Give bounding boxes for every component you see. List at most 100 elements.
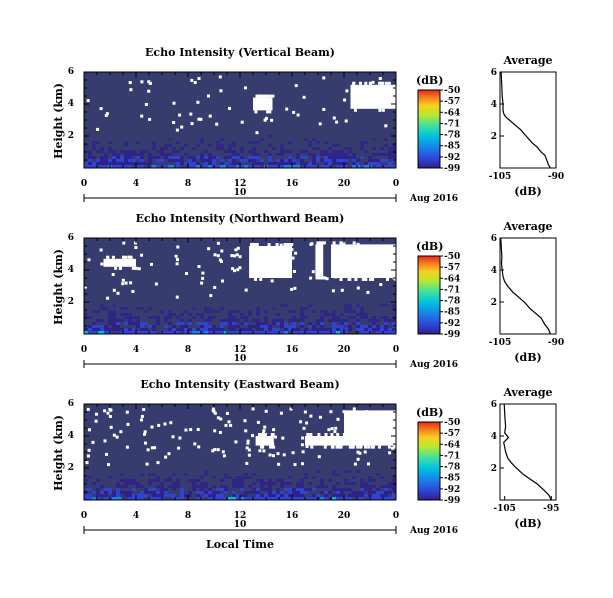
heatmap-cell xyxy=(120,473,124,476)
heatmap-cell xyxy=(96,497,100,500)
heatmap-cell xyxy=(340,494,344,497)
heatmap-cell xyxy=(376,331,380,334)
heatmap-cell xyxy=(220,485,224,488)
heatmap-cell xyxy=(320,479,324,482)
heatmap-cell xyxy=(376,494,380,497)
heatmap-cell xyxy=(92,162,96,165)
heatmap-cell xyxy=(188,159,192,162)
heatmap-cell xyxy=(172,331,176,334)
heatmap-missing-cell xyxy=(240,120,244,124)
heatmap-missing-cell xyxy=(292,110,296,114)
heatmap-cell xyxy=(340,491,344,494)
heatmap-cell xyxy=(212,310,216,313)
heatmap-cell xyxy=(320,331,324,334)
heatmap-missing-cell xyxy=(148,117,152,121)
heatmap-cell xyxy=(144,328,148,331)
heatmap-cell xyxy=(288,494,292,497)
heatmap-missing-cell xyxy=(354,108,357,112)
x-tick-label: 0 xyxy=(81,511,87,521)
heatmap-missing-cell xyxy=(108,415,112,418)
heatmap-cell xyxy=(300,479,304,482)
heatmap-cell xyxy=(224,476,228,479)
heatmap-cell xyxy=(272,322,276,325)
profile-x-tick-label: -95 xyxy=(543,504,559,514)
heatmap-cell xyxy=(372,153,376,156)
heatmap-cell xyxy=(336,494,340,497)
heatmap-cell xyxy=(232,479,236,482)
heatmap-cell xyxy=(208,319,212,322)
heatmap-cell xyxy=(300,316,304,319)
heatmap-cell xyxy=(296,485,300,488)
heatmap-missing-cell xyxy=(291,256,295,260)
heatmap-cell xyxy=(156,497,160,500)
heatmap-cell xyxy=(372,485,376,488)
heatmap-cell xyxy=(388,147,392,150)
heatmap-cell xyxy=(188,331,192,334)
heatmap-cell xyxy=(296,156,300,159)
heatmap-cell xyxy=(388,497,392,500)
heatmap-cell xyxy=(368,156,372,159)
heatmap-cell xyxy=(376,325,380,328)
heatmap-cell xyxy=(96,150,100,153)
heatmap-cell xyxy=(320,322,324,325)
heatmap-cell xyxy=(372,138,376,141)
heatmap-cell xyxy=(264,150,268,153)
heatmap-cell xyxy=(88,494,92,497)
heatmap-cell xyxy=(304,331,308,334)
heatmap-cell xyxy=(292,319,296,322)
heatmap-cell xyxy=(132,150,136,153)
heatmap-missing-cell xyxy=(289,407,293,411)
heatmap-cell xyxy=(104,328,108,331)
heatmap-missing-cell xyxy=(270,433,274,436)
heatmap-cell xyxy=(148,316,152,319)
heatmap-cell xyxy=(312,476,316,479)
heatmap-cell xyxy=(124,491,128,494)
heatmap-missing-cell xyxy=(99,107,103,111)
heatmap-missing-cell xyxy=(258,449,262,453)
heatmap-cell xyxy=(124,165,128,168)
heatmap-cell xyxy=(368,494,372,497)
heatmap-missing-cell xyxy=(172,121,176,124)
heatmap-cell xyxy=(200,141,204,144)
heatmap-cell xyxy=(364,328,368,331)
heatmap-cell xyxy=(308,141,312,144)
heatmap-cell xyxy=(224,491,228,494)
heatmap-cell xyxy=(244,494,248,497)
heatmap-cell xyxy=(384,328,388,331)
heatmap-cell xyxy=(284,331,288,334)
heatmap-cell xyxy=(128,165,132,168)
heatmap-cell xyxy=(312,156,316,159)
colorbar-tick-label: -71 xyxy=(444,451,460,461)
heatmap-cell xyxy=(164,491,168,494)
heatmap-cell xyxy=(304,307,308,310)
heatmap-missing-cell xyxy=(363,450,367,454)
heatmap-cell xyxy=(128,479,132,482)
heatmap-missing-cell xyxy=(140,80,144,84)
heatmap-cell xyxy=(276,479,280,482)
heatmap-missing-cell xyxy=(163,422,167,426)
heatmap-cell xyxy=(296,319,300,322)
heatmap-missing-cell xyxy=(236,268,240,272)
heatmap-cell xyxy=(140,322,144,325)
heatmap-missing-cell xyxy=(316,241,320,245)
heatmap-cell xyxy=(356,162,360,165)
heatmap-cell xyxy=(128,482,132,485)
heatmap-cell xyxy=(352,159,356,162)
heatmap-cell xyxy=(132,316,136,319)
heatmap-cell xyxy=(96,319,100,322)
heatmap-cell xyxy=(176,156,180,159)
heatmap-cell xyxy=(368,162,372,165)
heatmap-cell xyxy=(152,328,156,331)
heatmap-cell xyxy=(168,485,172,488)
heatmap-cell xyxy=(144,331,148,334)
heatmap-cell xyxy=(256,165,260,168)
profile-x-label: (dB) xyxy=(514,517,541,530)
heatmap-missing-cell xyxy=(216,416,220,420)
heatmap-missing-cell xyxy=(361,278,365,281)
date-label: Aug 2016 xyxy=(409,194,458,204)
heatmap-cell xyxy=(232,141,236,144)
heatmap-cell xyxy=(352,482,356,485)
heatmap-cell xyxy=(100,491,104,494)
heatmap-cell xyxy=(192,328,196,331)
heatmap-cell xyxy=(124,494,128,497)
